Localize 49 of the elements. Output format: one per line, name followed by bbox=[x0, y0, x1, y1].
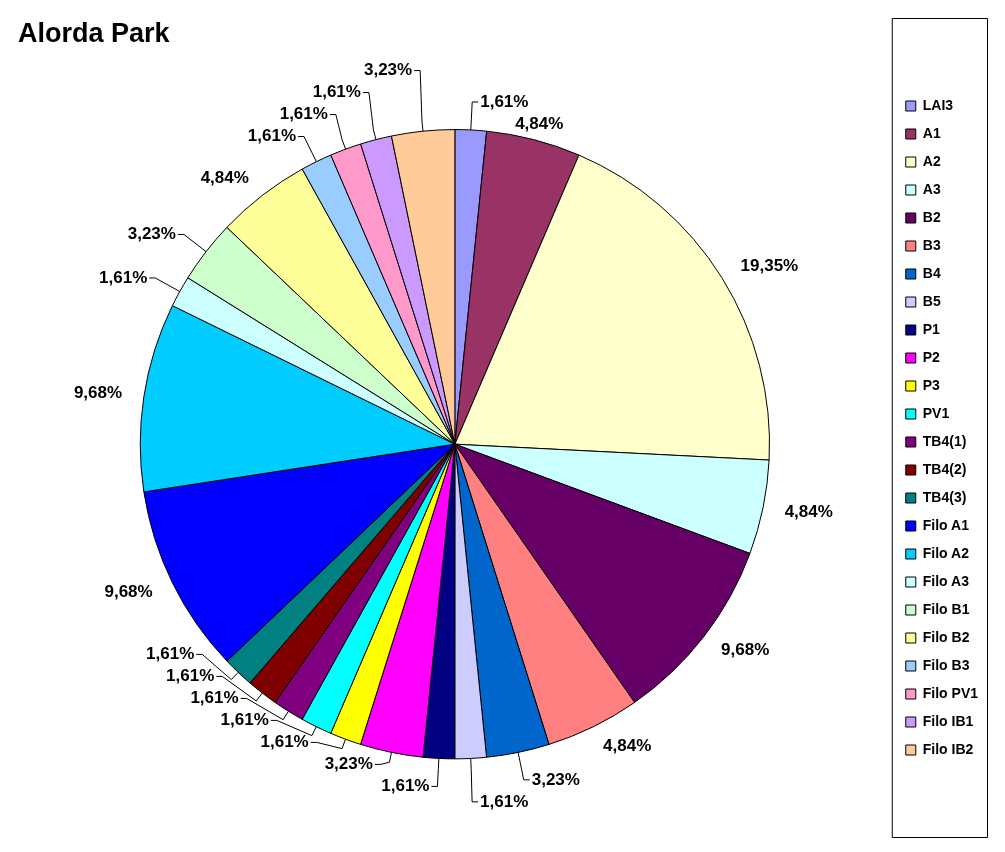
legend-label: A2 bbox=[922, 152, 941, 169]
legend-label: A3 bbox=[922, 180, 941, 197]
data-label: 1,61% bbox=[220, 710, 269, 730]
data-label: 9,68% bbox=[73, 382, 123, 402]
legend-label: Filo A3 bbox=[922, 572, 970, 589]
data-label: 1,61% bbox=[99, 267, 148, 287]
legend-label: TB4(3) bbox=[922, 488, 967, 505]
legend-label: TB4(2) bbox=[922, 460, 967, 477]
legend-label: Filo A2 bbox=[922, 544, 970, 561]
legend-label: LAI3 bbox=[922, 96, 954, 113]
data-label: 3,23% bbox=[531, 769, 580, 789]
data-label: 1,61% bbox=[146, 644, 195, 664]
data-label: 19,35% bbox=[740, 255, 799, 275]
legend-label: P2 bbox=[922, 348, 941, 365]
chart-title: Alorda Park bbox=[18, 17, 171, 48]
data-label: 1,61% bbox=[247, 126, 297, 146]
legend-label: PV1 bbox=[922, 404, 950, 421]
data-label: 3,23% bbox=[127, 224, 176, 244]
legend-label: Filo B1 bbox=[922, 600, 970, 617]
legend-label: Filo IB2 bbox=[922, 740, 974, 757]
legend-label: Filo B2 bbox=[922, 628, 970, 645]
legend-label: B5 bbox=[922, 292, 941, 309]
legend-label: B2 bbox=[922, 208, 941, 225]
data-label: 3,23% bbox=[324, 754, 373, 774]
data-label: 1,61% bbox=[166, 666, 215, 686]
data-label: 4,84% bbox=[603, 736, 652, 756]
data-label: 1,61% bbox=[480, 791, 529, 811]
data-label: 4,84% bbox=[515, 113, 564, 133]
legend-label: P3 bbox=[922, 376, 941, 393]
data-label: 1,61% bbox=[381, 776, 430, 796]
legend-label: B4 bbox=[922, 264, 941, 281]
data-label: 4,84% bbox=[784, 501, 833, 521]
data-label: 1,61% bbox=[190, 688, 239, 708]
legend-label: A1 bbox=[922, 124, 941, 141]
data-label: 9,68% bbox=[104, 582, 153, 602]
legend-label: Filo B3 bbox=[922, 656, 970, 673]
data-label: 3,23% bbox=[363, 60, 413, 80]
legend-label: Filo IB1 bbox=[922, 712, 974, 729]
data-label: 4,84% bbox=[200, 167, 249, 187]
data-label: 1,61% bbox=[480, 91, 529, 111]
legend-label: B3 bbox=[922, 236, 941, 253]
data-label: 1,61% bbox=[312, 82, 361, 102]
legend-label: Filo A1 bbox=[922, 516, 970, 533]
legend-label: TB4(1) bbox=[922, 432, 967, 449]
legend-label: Filo PV1 bbox=[922, 684, 979, 701]
data-label: 1,61% bbox=[260, 732, 309, 752]
data-label: 9,68% bbox=[721, 639, 770, 659]
legend-label: P1 bbox=[922, 320, 941, 337]
data-label: 1,61% bbox=[279, 104, 328, 124]
